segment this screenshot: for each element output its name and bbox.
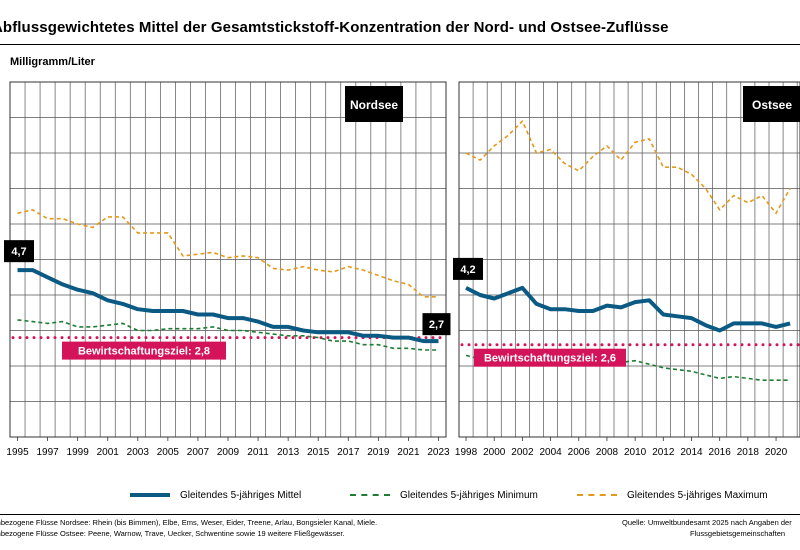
x-tick-label: 2011 [247,447,269,458]
panel-title: Nordsee [350,98,398,112]
x-tick-label: 2000 [483,447,506,458]
footer-ostsee-rivers: Einbezogene Flüsse Ostsee: Peene, Warnow… [0,529,345,538]
x-tick-label: 2004 [539,447,562,458]
panel-plot-area [10,82,446,437]
x-tick-label: 2009 [217,447,240,458]
panel-nordsee: Bewirtschaftungsziel: 2,8 Nordsee 4,7 2,7 19… [4,81,451,458]
panel-title-box [345,86,403,122]
x-tick-label: 2008 [596,447,619,458]
start-value-box [4,240,34,263]
x-tick-label: 2013 [277,447,300,458]
x-tick-label: 2012 [652,447,675,458]
panel-plot-area [459,82,800,437]
legend-minimum-label: Gleitendes 5-jähriges Minimum [400,489,538,501]
x-tick-label: 2020 [765,447,788,458]
x-tick-label: 2007 [187,447,210,458]
legend-mean-label: Gleitendes 5-jähriges Mittel [180,489,302,501]
series-mean-line [17,268,439,344]
x-tick-label: 2017 [337,447,360,458]
series-maximum-line [465,120,791,215]
x-tick-label: 2001 [97,447,120,458]
title-rule [0,44,800,45]
x-tick-label: 1995 [6,447,29,458]
footer-source: Quelle: Umweltbundesamt 2025 nach Angabe… [622,518,792,527]
legend-mean: Gleitendes 5-jähriges Mittel [130,486,301,504]
end-value-label: 2,7 [429,319,444,331]
x-tick-label: 1997 [36,447,59,458]
x-tick-label: 2014 [680,447,703,458]
target-label-box [474,348,626,367]
x-tick-label: 2005 [157,447,180,458]
charts-svg: Bewirtschaftungsziel: 2,8 Nordsee 4,7 2,7 19… [4,81,800,458]
panel-ostsee: Bewirtschaftungsziel: 2,6 Ostsee 4,2 1998 20… [453,81,800,458]
legend-minimum-swatch [350,494,390,496]
footer-rule [0,514,800,515]
x-tick-label: 2002 [511,447,534,458]
x-tick-label: 2015 [307,447,330,458]
series-minimum-line [17,319,439,351]
target-label-box [62,341,226,360]
series-maximum-line [17,209,439,298]
target-label: Bewirtschaftungsziel: 2,8 [78,346,210,358]
panel-title: Ostsee [752,98,792,112]
x-tick-label: 2003 [127,447,150,458]
legend-mean-swatch [130,493,170,497]
legend-maximum: Gleitendes 5-jähriges Maximum [577,486,768,504]
x-tick-label: 2019 [367,447,390,458]
target-label: Bewirtschaftungsziel: 2,6 [484,353,616,365]
panel-title-box [743,86,800,122]
x-tick-label: 2006 [568,447,591,458]
series-mean-line [465,285,791,333]
x-tick-label: 2010 [624,447,647,458]
start-value-box [453,257,483,280]
x-tick-label: 1998 [455,447,478,458]
x-tick-label: 1999 [67,447,90,458]
chart-title: Abflussgewichtetes Mittel der Gesamtstic… [0,19,669,36]
footer-nordsee-rivers: Einbezogene Flüsse Nordsee: Rhein (bis B… [0,518,378,527]
legend-minimum: Gleitendes 5-jähriges Minimum [350,486,538,504]
x-tick-label: 2018 [737,447,760,458]
y-unit-label: Milligramm/Liter [10,56,95,68]
x-tick-label: 2023 [427,447,450,458]
legend-maximum-label: Gleitendes 5-jähriges Maximum [627,489,768,501]
footer-source-2: Flussgebietsgemeinschaften [690,529,786,538]
legend-maximum-swatch [577,494,617,496]
x-tick-label: 2016 [709,447,732,458]
series-minimum-line [465,354,791,382]
x-tick-label: 2021 [397,447,420,458]
start-value-label: 4,2 [460,264,475,276]
end-value-box [422,313,451,336]
start-value-label: 4,7 [11,246,26,258]
